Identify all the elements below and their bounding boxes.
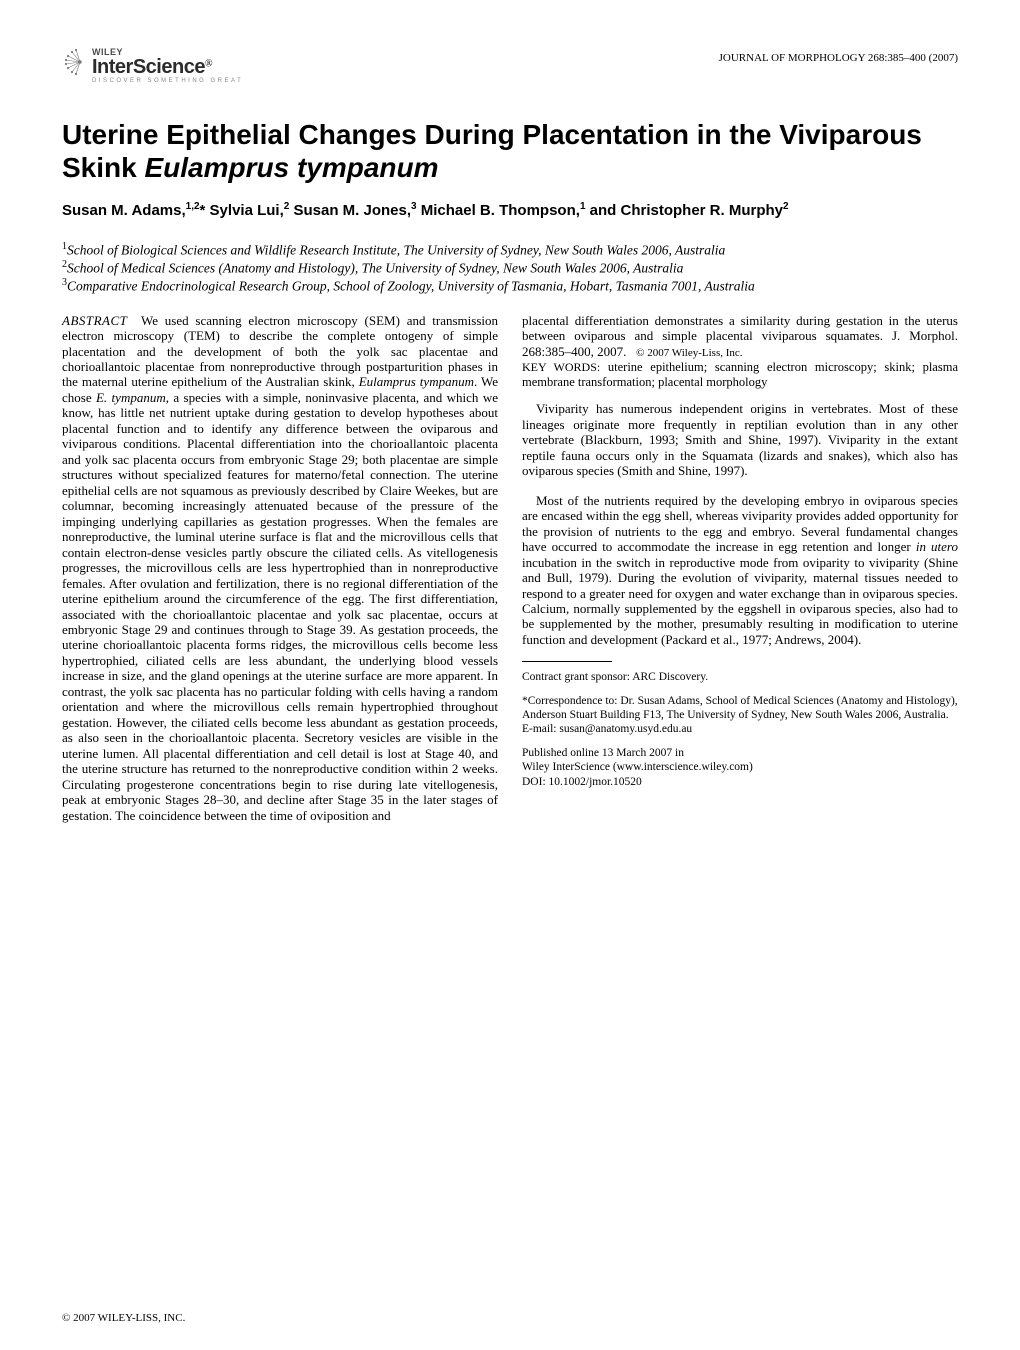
abstract-copyright: © 2007 Wiley-Liss, Inc. (636, 347, 742, 359)
abstract-paragraph: ABSTRACT We used scanning electron micro… (62, 313, 498, 823)
affiliations: 1School of Biological Sciences and Wildl… (62, 241, 958, 294)
publication-info: Published online 13 March 2007 inWiley I… (522, 746, 958, 788)
affiliation-2: 2School of Medical Sciences (Anatomy and… (62, 259, 958, 277)
logo-tagline: DISCOVER SOMETHING GREAT (92, 78, 243, 84)
left-column: ABSTRACT We used scanning electron micro… (62, 313, 498, 823)
interscience-burst-icon (62, 48, 90, 76)
affiliation-1: 1School of Biological Sciences and Wildl… (62, 241, 958, 259)
keywords-label: KEY WORDS: (522, 360, 600, 374)
journal-reference: JOURNAL OF MORPHOLOGY 268:385–400 (2007) (719, 48, 958, 64)
article-title: Uterine Epithelial Changes During Placen… (62, 118, 958, 184)
right-column: placental differentiation demonstrates a… (522, 313, 958, 823)
correspondence-info: *Correspondence to: Dr. Susan Adams, Sch… (522, 694, 958, 736)
keywords-block: KEY WORDS: uterine epithelium; scanning … (522, 360, 958, 390)
grant-sponsor: Contract grant sponsor: ARC Discovery. (522, 670, 958, 684)
abstract-left-text: We used scanning electron microscopy (SE… (62, 313, 498, 823)
footer-separator-rule (522, 661, 612, 662)
intro-paragraph-2: Most of the nutrients required by the de… (522, 493, 958, 648)
affiliation-3: 3Comparative Endocrinological Research G… (62, 277, 958, 295)
intro-paragraph-1: Viviparity has numerous independent orig… (522, 401, 958, 478)
abstract-continuation: placental differentiation demonstrates a… (522, 313, 958, 360)
page-footer-copyright: © 2007 WILEY-LISS, INC. (62, 1312, 185, 1324)
abstract-label: ABSTRACT (62, 313, 127, 328)
author-list: Susan M. Adams,1,2* Sylvia Lui,2 Susan M… (62, 200, 958, 221)
logo-text: WILEY InterScience® DISCOVER SOMETHING G… (92, 48, 243, 84)
header-bar: WILEY InterScience® DISCOVER SOMETHING G… (62, 48, 958, 84)
two-column-body: ABSTRACT We used scanning electron micro… (62, 313, 958, 823)
logo-interscience-text: InterScience® (92, 57, 243, 77)
article-footer-info: Contract grant sponsor: ARC Discovery. *… (522, 670, 958, 788)
publisher-logo: WILEY InterScience® DISCOVER SOMETHING G… (62, 48, 243, 84)
